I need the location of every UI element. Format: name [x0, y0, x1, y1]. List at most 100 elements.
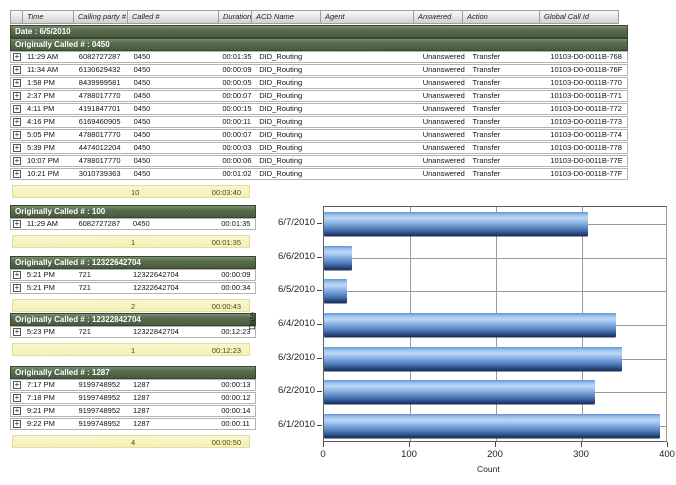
cell-calling_party: 6130629432 [78, 65, 121, 74]
cell-duration: 00:01:35 [222, 52, 252, 61]
cell-action: Transfer [472, 52, 501, 61]
chart-gridline-horizontal [324, 258, 666, 259]
expand-row-button[interactable]: + [13, 220, 21, 228]
column-header-action: Action [462, 10, 540, 24]
expand-row-button[interactable]: + [13, 131, 21, 139]
chart-y-tick [317, 290, 322, 291]
cell-duration: 00:01:02 [222, 169, 252, 178]
expand-row-button[interactable]: + [13, 271, 21, 279]
column-header-agent: Agent [320, 10, 414, 24]
chart-x-tick-label: 300 [573, 449, 589, 460]
table-row: +1:58 PM 8439999581 0450 00:00:05 DID_Routin… [10, 77, 628, 89]
table-row: +5:21 PM 721 12322642704 00:00:09 [10, 269, 256, 281]
summary-call-count: 2 [131, 302, 136, 311]
cell-called: 0450 [133, 78, 151, 87]
cell-duration: 00:00:11 [221, 419, 250, 428]
cell-global_call_id: 10103-D0-0011B-778 [550, 143, 622, 152]
summary-total-duration: 00:12:23 [211, 346, 241, 355]
expand-cell: + [11, 220, 24, 228]
cell-time: 5:39 PM [26, 143, 55, 152]
chart-xaxis-title: Count [477, 464, 500, 474]
column-header-answered: Answered [413, 10, 463, 24]
cell-calling_party: 9199748952 [78, 419, 121, 428]
cell-time: 5:05 PM [26, 130, 55, 139]
cell-called: 0450 [133, 219, 150, 228]
cell-time: 9:22 PM [26, 419, 55, 428]
expand-row-button[interactable]: + [13, 394, 21, 402]
chart-y-tick-label: 6/4/2010 [278, 318, 315, 329]
expand-cell: + [11, 144, 24, 152]
expand-row-button[interactable]: + [13, 105, 21, 113]
summary-total-duration: 00:00:50 [211, 438, 241, 447]
cell-called: 0450 [133, 104, 151, 113]
column-header-called-: Called # [127, 10, 219, 24]
cell-called: 1287 [133, 419, 150, 428]
expand-row-button[interactable]: + [13, 170, 21, 178]
chart-y-tick [317, 391, 322, 392]
chart-x-tick [495, 442, 496, 447]
cell-acd_name: DID_Routing [259, 78, 303, 87]
chart-x-tick [667, 442, 668, 447]
cell-action: Transfer [472, 169, 501, 178]
cell-acd_name: DID_Routing [259, 65, 303, 74]
cell-time: 10:07 PM [26, 156, 60, 165]
cell-global_call_id: 10103-D0-0011B-774 [550, 130, 622, 139]
expand-row-button[interactable]: + [13, 118, 21, 126]
cell-acd_name: DID_Routing [259, 91, 303, 100]
expand-cell: + [11, 157, 24, 165]
group-summary-row: 10 00:03:40 [12, 185, 250, 198]
expand-row-button[interactable]: + [13, 381, 21, 389]
cell-duration: 00:00:34 [221, 283, 251, 292]
chart-bar-6-7-2010 [324, 212, 588, 236]
expand-row-button[interactable]: + [13, 420, 21, 428]
group-header: Originally Called # : 0450 [10, 38, 628, 51]
chart-bar-6-3-2010 [324, 347, 622, 371]
cell-calling_party: 8439999581 [78, 78, 121, 87]
expand-cell: + [11, 92, 24, 100]
expand-row-button[interactable]: + [13, 144, 21, 152]
cell-calling_party: 4191847701 [78, 104, 121, 113]
group-summary-row: 1 00:12:23 [12, 343, 250, 356]
expand-cell: + [11, 118, 24, 126]
expand-row-button[interactable]: + [13, 79, 21, 87]
cell-called: 0450 [133, 91, 151, 100]
table-row: +7:18 PM 9199748952 1287 00:00:12 [10, 392, 256, 404]
cell-called: 0450 [133, 52, 151, 61]
cell-answered: Unanswered [422, 156, 465, 165]
cell-action: Transfer [472, 65, 501, 74]
group-summary-row: 2 00:00:43 [12, 299, 250, 312]
cell-acd_name: DID_Routing [259, 52, 303, 61]
cell-calling_party: 721 [78, 270, 91, 279]
chart-y-tick [317, 223, 322, 224]
cell-called: 0450 [133, 65, 151, 74]
cell-time: 7:18 PM [26, 393, 55, 402]
chart-y-tick-label: 6/6/2010 [278, 250, 315, 262]
table-row: +4:11 PM 4191847701 0450 00:00:15 DID_Routin… [10, 103, 628, 115]
expand-row-button[interactable]: + [13, 328, 21, 336]
group-header: Originally Called # : 100 [10, 205, 256, 218]
cell-answered: Unanswered [422, 65, 465, 74]
cell-calling_party: 721 [78, 283, 91, 292]
expand-row-button[interactable]: + [13, 66, 21, 74]
cell-time: 11:34 AM [26, 65, 59, 74]
summary-call-count: 1 [131, 346, 136, 355]
expand-row-button[interactable]: + [13, 407, 21, 415]
cell-global_call_id: 10103-D0-0011B-770 [550, 78, 622, 87]
cell-duration: 00:00:07 [222, 91, 252, 100]
summary-call-count: 1 [131, 238, 136, 247]
expand-row-button[interactable]: + [13, 157, 21, 165]
cell-calling_party: 6169460905 [78, 117, 121, 126]
expand-row-button[interactable]: + [13, 53, 21, 61]
expand-row-button[interactable]: + [13, 92, 21, 100]
cell-global_call_id: 10103-D0-0011B-77E [550, 156, 623, 165]
chart-y-tick [317, 324, 322, 325]
expand-row-button[interactable]: + [13, 284, 21, 292]
table-row: +11:34 AM 6130629432 0450 00:00:09 DID_Routi… [10, 64, 628, 76]
cell-duration: 00:01:35 [221, 219, 251, 228]
cell-calling_party: 6082727287 [78, 52, 121, 61]
table-row: +5:21 PM 721 12322642704 00:00:34 [10, 282, 256, 294]
cell-calling_party: 6082727287 [78, 219, 121, 228]
expand-cell: + [11, 420, 24, 428]
summary-call-count: 10 [131, 188, 140, 197]
